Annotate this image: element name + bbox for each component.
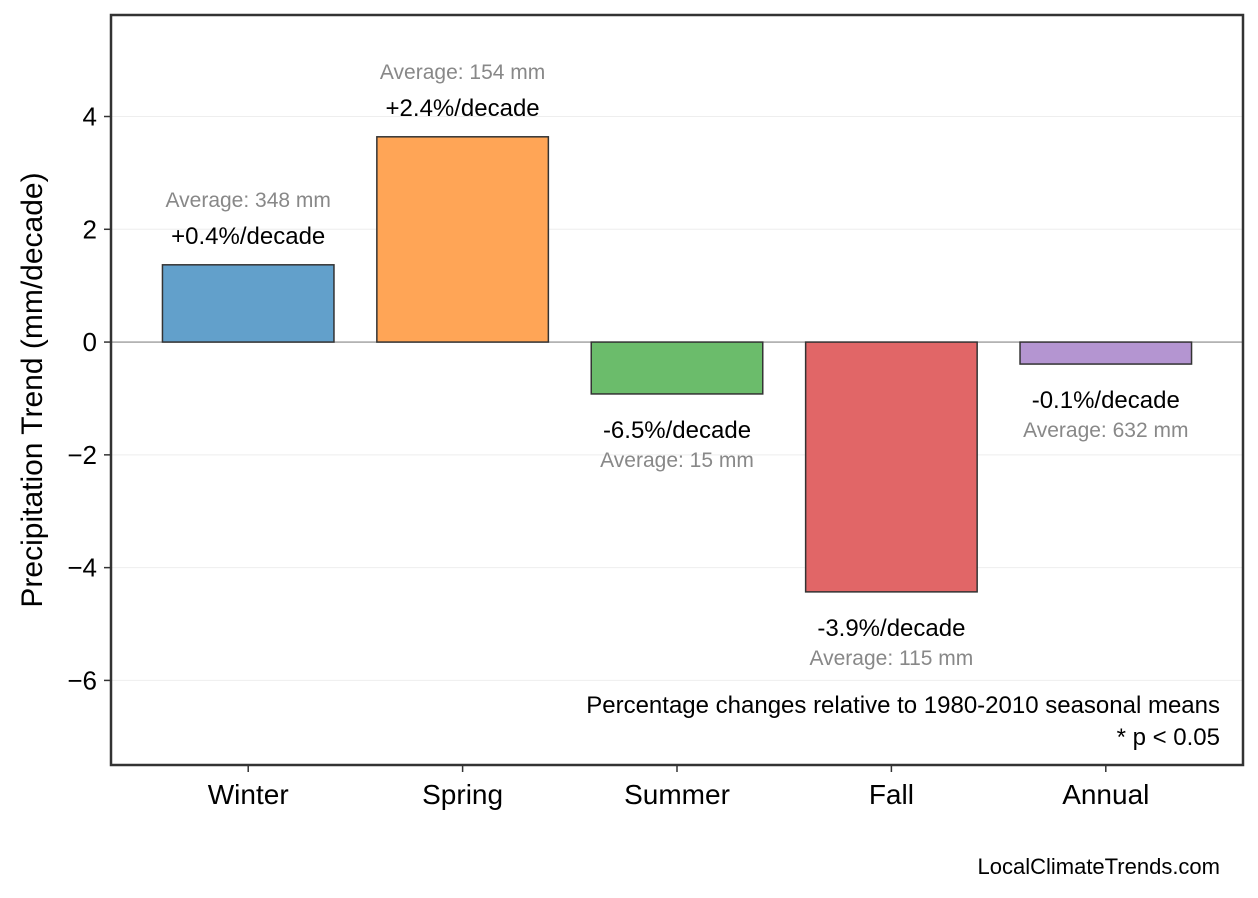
pct-label: +0.4%/decade xyxy=(171,223,325,250)
annotation-line-2: * p < 0.05 xyxy=(1117,724,1220,751)
y-axis-label: Precipitation Trend (mm/decade) xyxy=(16,172,49,607)
y-tick-label: −2 xyxy=(67,440,97,470)
bars xyxy=(161,136,1193,593)
avg-label: Average: 154 mm xyxy=(380,61,545,84)
y-tick-label: 4 xyxy=(83,102,97,132)
pct-label: -3.9%/decade xyxy=(817,615,965,642)
avg-label: Average: 15 mm xyxy=(600,449,754,472)
y-tick-label: 0 xyxy=(83,327,97,357)
y-tick-label: −6 xyxy=(67,665,97,695)
annotation-line-1: Percentage changes relative to 1980-2010… xyxy=(586,692,1220,719)
pct-label: +2.4%/decade xyxy=(386,95,540,122)
x-ticks: Winter Spring Summer Fall Annual xyxy=(208,765,1149,810)
x-tick-label: Spring xyxy=(422,779,503,810)
bar-annual xyxy=(1019,341,1193,365)
bar-spring xyxy=(376,136,550,343)
y-tick-label: 2 xyxy=(83,214,97,244)
avg-label: Average: 348 mm xyxy=(166,189,331,212)
x-tick-label: Summer xyxy=(624,779,730,810)
pct-label: -6.5%/decade xyxy=(603,417,751,444)
bar-winter xyxy=(161,264,335,343)
bar-labels: +0.4%/decade Average: 348 mm +2.4%/decade A… xyxy=(166,61,1189,670)
footer-source: LocalClimateTrends.com xyxy=(978,854,1221,879)
y-ticks: 4 2 0 −2 −4 −6 xyxy=(67,102,111,695)
y-tick-label: −4 xyxy=(67,553,97,583)
avg-label: Average: 632 mm xyxy=(1023,419,1188,442)
bar-summer xyxy=(590,341,764,395)
pct-label: -0.1%/decade xyxy=(1032,387,1180,414)
bar-fall xyxy=(804,341,978,593)
avg-label: Average: 115 mm xyxy=(809,647,973,670)
x-tick-label: Winter xyxy=(208,779,289,810)
x-tick-label: Annual xyxy=(1062,779,1149,810)
x-tick-label: Fall xyxy=(869,779,914,810)
